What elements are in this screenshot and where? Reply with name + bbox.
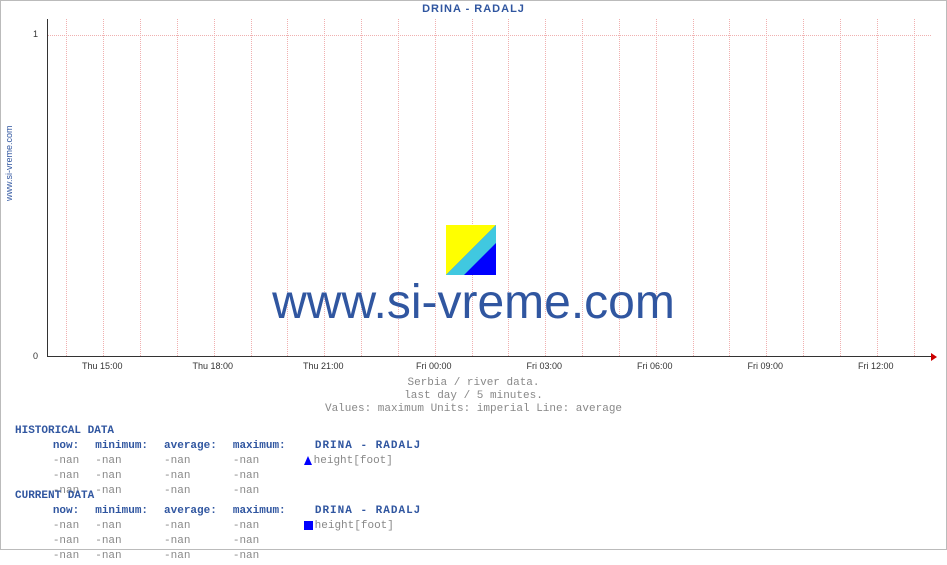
series-unit-cell: height[foot]: [302, 520, 436, 533]
data-cell: -nan: [95, 470, 162, 483]
y-tick-0: 0: [18, 351, 38, 361]
watermark-text: www.si-vreme.com: [1, 275, 946, 330]
data-cell: -nan: [164, 520, 231, 533]
data-cell: -nan: [164, 550, 231, 563]
data-cell: -nan: [95, 520, 162, 533]
column-header: maximum:: [233, 440, 300, 453]
y-tick-1: 1: [18, 29, 38, 39]
caption-line-3: Values: maximum Units: imperial Line: av…: [1, 403, 946, 415]
x-tick-label: Fri 09:00: [747, 361, 783, 371]
current-data-block: CURRENT DATA now:minimum:average:maximum…: [15, 490, 437, 565]
series-header: DRINA - RADALJ: [302, 440, 436, 453]
series-unit-cell: [302, 535, 436, 548]
data-cell: -nan: [233, 470, 300, 483]
historical-data-block: HISTORICAL DATA now:minimum:average:maxi…: [15, 425, 437, 500]
watermark-logo-icon: [446, 225, 496, 275]
chart-title: DRINA - RADALJ: [1, 3, 946, 15]
column-header: average:: [164, 440, 231, 453]
data-cell: -nan: [95, 550, 162, 563]
series-swatch-icon: [304, 521, 313, 530]
x-tick-row: Thu 15:00 Thu 18:00 Thu 21:00 Fri 00:00 Fri …: [47, 361, 931, 373]
grid-h-line: [48, 35, 931, 36]
x-tick-label: Fri 03:00: [526, 361, 562, 371]
data-cell: -nan: [233, 520, 300, 533]
x-tick-label: Fri 06:00: [637, 361, 673, 371]
data-cell: -nan: [164, 470, 231, 483]
x-axis-arrow-icon: [931, 353, 937, 361]
x-tick-label: Thu 21:00: [303, 361, 344, 371]
series-header: DRINA - RADALJ: [302, 505, 436, 518]
column-header: minimum:: [95, 440, 162, 453]
y-axis-source-label: www.si-vreme.com: [4, 125, 14, 201]
chart-frame: DRINA - RADALJ www.si-vreme.com 0 1 Thu …: [0, 0, 947, 550]
series-unit-cell: [302, 470, 436, 483]
x-tick-label: Thu 15:00: [82, 361, 123, 371]
caption-line-2: last day / 5 minutes.: [1, 390, 946, 402]
x-tick-label: Thu 18:00: [192, 361, 233, 371]
column-header: minimum:: [95, 505, 162, 518]
column-header: average:: [164, 505, 231, 518]
x-tick-label: Fri 12:00: [858, 361, 894, 371]
data-cell: -nan: [95, 535, 162, 548]
column-header: now:: [53, 440, 93, 453]
data-cell: -nan: [164, 535, 231, 548]
column-header: now:: [53, 505, 93, 518]
x-tick-label: Fri 00:00: [416, 361, 452, 371]
data-cell: -nan: [233, 550, 300, 563]
column-header: maximum:: [233, 505, 300, 518]
data-cell: -nan: [233, 455, 300, 468]
series-unit-cell: height[foot]: [302, 455, 436, 468]
series-swatch-icon: [304, 456, 312, 465]
caption-line-1: Serbia / river data.: [1, 377, 946, 389]
historical-header: HISTORICAL DATA: [15, 425, 437, 438]
data-cell: -nan: [53, 520, 93, 533]
data-cell: -nan: [233, 535, 300, 548]
current-table: now:minimum:average:maximum: DRINA - RAD…: [15, 503, 437, 565]
data-cell: -nan: [53, 455, 93, 468]
data-cell: -nan: [53, 470, 93, 483]
series-unit-cell: [302, 550, 436, 563]
data-cell: -nan: [53, 550, 93, 563]
data-cell: -nan: [164, 455, 231, 468]
current-header: CURRENT DATA: [15, 490, 437, 503]
data-cell: -nan: [95, 455, 162, 468]
data-cell: -nan: [53, 535, 93, 548]
